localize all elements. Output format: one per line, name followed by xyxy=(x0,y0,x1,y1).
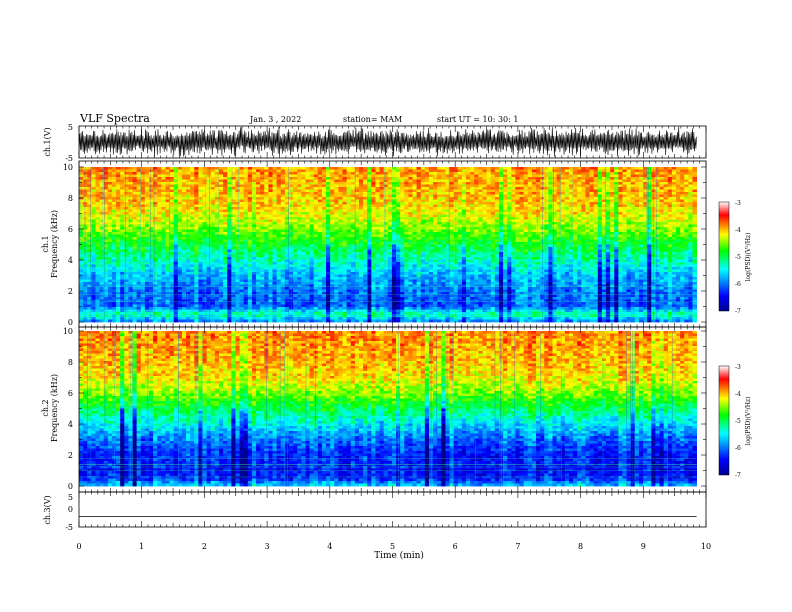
ch2-ytick-0: 0 xyxy=(68,482,73,491)
x-tick-label-5: 5 xyxy=(390,542,395,551)
ch2-colorbar: -3 -4 -5 -6 -7 log(PSD)(V²/Hz) xyxy=(719,364,752,479)
x-tick-label-6: 6 xyxy=(453,542,458,551)
ch2-cb-tick-m7: -7 xyxy=(735,472,741,479)
ch2-cb-tick-m3: -3 xyxy=(735,364,741,371)
ch2-ytick-8: 8 xyxy=(68,358,73,367)
ch1-cb-tick-m7: -7 xyxy=(735,308,741,315)
ch2-channel-label: ch.2 xyxy=(41,399,50,416)
x-tick-label-0: 0 xyxy=(76,542,81,551)
ch3-waveform-ticks xyxy=(79,492,706,527)
ch2-ytick-4: 4 xyxy=(68,420,73,429)
ch1-channel-label: ch.1 xyxy=(41,235,50,252)
ch1-ytick-0: 0 xyxy=(68,318,73,327)
ch2-spectrogram-image xyxy=(79,331,697,486)
ch2-cb-tick-m5: -5 xyxy=(735,418,741,425)
ch1-cb-tick-m3: -3 xyxy=(735,200,741,207)
ch2-cb-tick-m6: -6 xyxy=(735,445,741,452)
ch2-ytick-6: 6 xyxy=(68,389,73,398)
ch2-colorbar-scale xyxy=(719,366,729,475)
ch2-colorbar-label: log(PSD)(V²/Hz) xyxy=(745,397,752,446)
ch1-ytick-10: 10 xyxy=(63,163,73,172)
ch1-spectrogram-panel: 0 2 4 6 8 10 ch.1 Frequency (kHz) xyxy=(41,161,706,327)
ch1-waveform-trace xyxy=(79,127,697,157)
station-label: station= MAM xyxy=(343,115,402,124)
ch3-waveform-panel: 5 0 -5 ch.3(V) xyxy=(43,492,706,532)
ch2-spectrogram-panel: 0 2 4 6 8 10 ch.2 Frequency (kHz) xyxy=(41,327,706,492)
date-label: Jan. 3 , 2022 xyxy=(249,115,301,124)
ch1-ytick-4: 4 xyxy=(68,256,73,265)
ch3-waveform-ylabel: ch.3(V) xyxy=(43,495,52,524)
ch1-colorbar: -3 -4 -5 -6 -7 log(PSD)(V²/Hz) xyxy=(719,200,752,315)
ch2-ytick-2: 2 xyxy=(68,451,73,460)
ch1-colorbar-label: log(PSD)(V²/Hz) xyxy=(745,233,752,282)
ch1-ytick-2: 2 xyxy=(68,287,73,296)
x-axis-tick-labels: 0 1 2 3 4 5 6 7 8 9 10 xyxy=(76,542,711,551)
ch3-ytick-bottom: -5 xyxy=(65,523,73,532)
ch1-colorbar-scale xyxy=(719,202,729,311)
x-tick-label-3: 3 xyxy=(265,542,270,551)
x-tick-label-9: 9 xyxy=(641,542,646,551)
ch1-ytick-8: 8 xyxy=(68,194,73,203)
ch1-waveform-ylabel: ch.1(V) xyxy=(43,127,52,156)
ch2-cb-tick-m4: -4 xyxy=(735,391,741,398)
ch1-waveform-panel: 5 -5 ch.1(V) xyxy=(43,123,706,163)
ch2-ytick-10: 10 xyxy=(63,327,73,336)
x-tick-label-4: 4 xyxy=(327,542,332,551)
x-tick-label-8: 8 xyxy=(578,542,583,551)
ch1-spectrogram-image xyxy=(79,167,697,322)
x-tick-label-1: 1 xyxy=(139,542,144,551)
ch1-ytick-bottom: -5 xyxy=(65,154,73,163)
start-time-label: start UT = 10: 30: 1 xyxy=(437,115,518,124)
ch1-ytick-6: 6 xyxy=(68,225,73,234)
ch1-frequency-label: Frequency (kHz) xyxy=(50,210,59,278)
ch3-ytick-mid: 0 xyxy=(68,505,73,514)
figure-title: VLF Spectra xyxy=(79,112,150,125)
x-tick-label-10: 10 xyxy=(701,542,711,551)
ch3-ytick-top: 5 xyxy=(68,493,73,502)
ch1-cb-tick-m4: -4 xyxy=(735,227,741,234)
ch2-frequency-label: Frequency (kHz) xyxy=(50,374,59,442)
x-tick-label-2: 2 xyxy=(202,542,207,551)
ch1-cb-tick-m6: -6 xyxy=(735,281,741,288)
ch1-ytick-top: 5 xyxy=(68,123,73,132)
x-tick-label-7: 7 xyxy=(515,542,520,551)
x-axis-title: Time (min) xyxy=(374,550,424,561)
ch1-cb-tick-m5: -5 xyxy=(735,254,741,261)
